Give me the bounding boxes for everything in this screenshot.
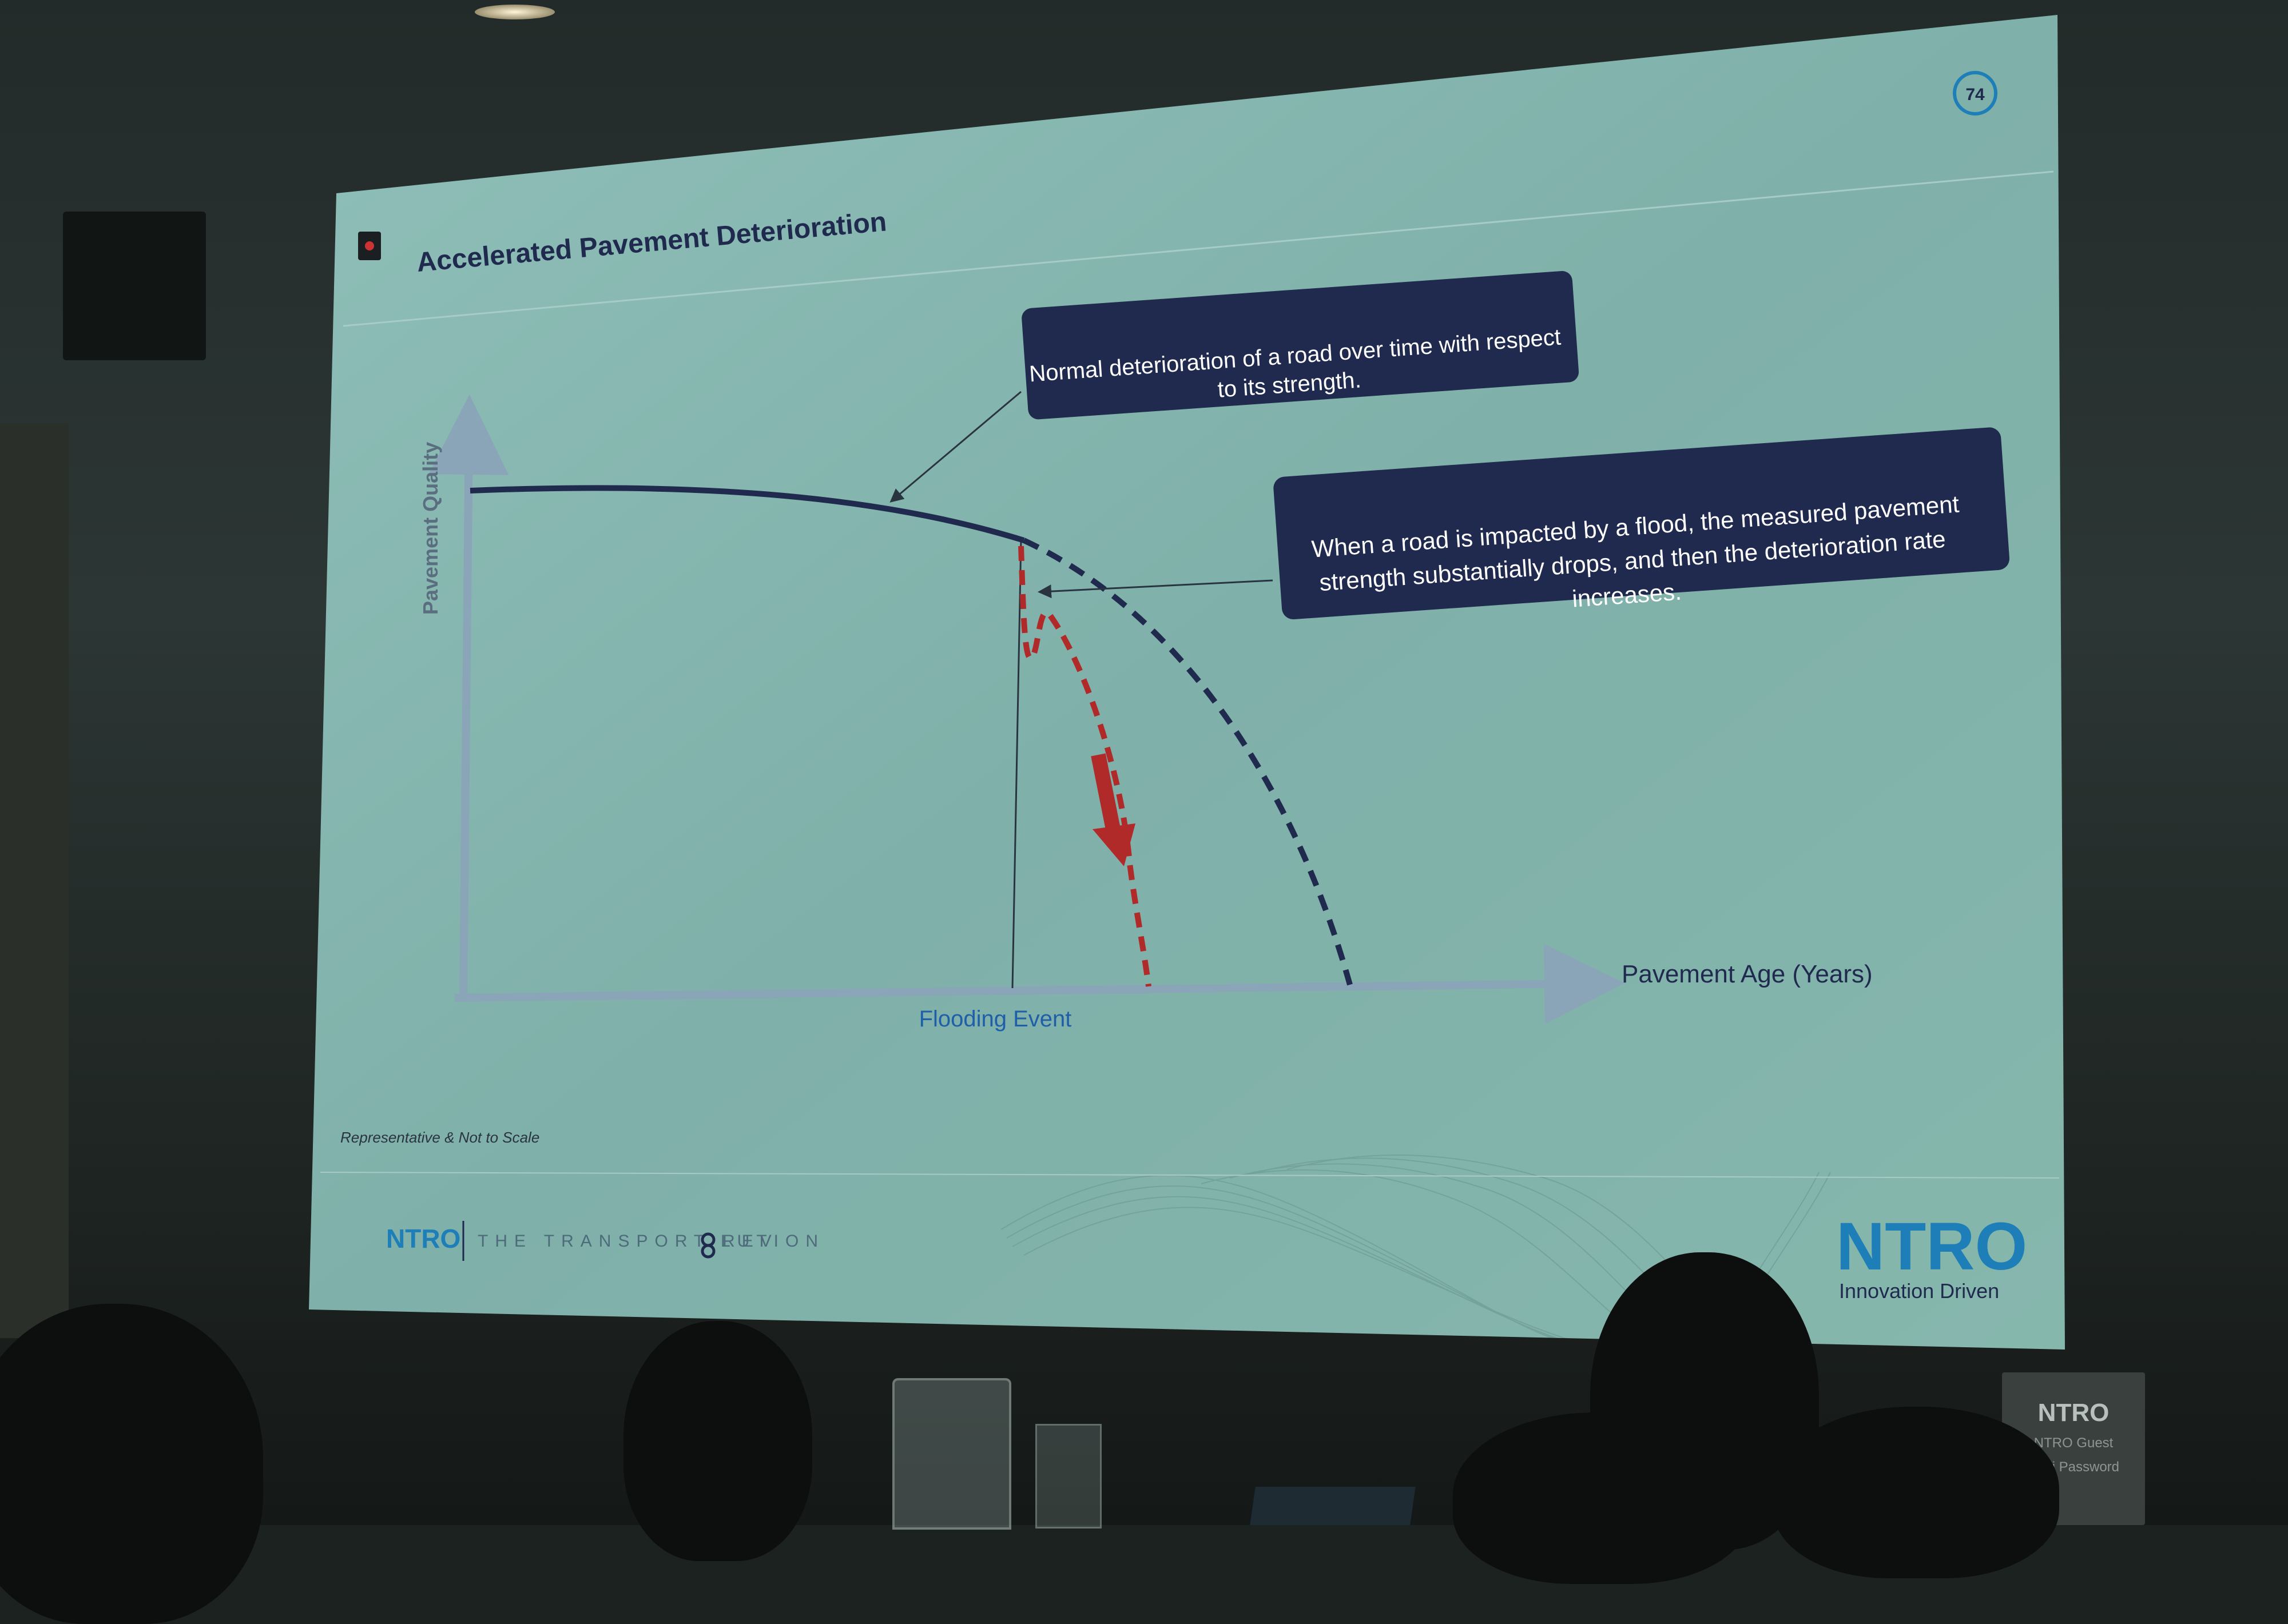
record-dot-icon [365, 241, 374, 250]
callout-flood-pointer [1038, 579, 1273, 599]
ceiling-light [475, 5, 555, 19]
normal-deterioration-curve [470, 485, 1025, 543]
wifi-card-brand: NTRO [2037, 1399, 2110, 1427]
page-number-badge [1953, 71, 1997, 116]
projection-screen: Accelerated Pavement Deterioration 74 No… [309, 15, 2065, 1350]
water-jug [892, 1378, 1011, 1530]
audience-shoulder [1773, 1407, 2059, 1578]
infinity-icon-lower [701, 1244, 716, 1259]
header-divider [343, 170, 2054, 327]
footer-tagline-start: THE TRANSPORT REV [478, 1232, 778, 1251]
flood-drop-arrow-shaft [1091, 753, 1123, 842]
y-axis-label: Pavement Quality [419, 442, 442, 615]
x-axis [454, 944, 1624, 1024]
water-glass [1035, 1424, 1102, 1529]
footer-brand: NTRO [386, 1224, 460, 1253]
wall-panel [0, 423, 69, 1338]
x-axis-label: Pavement Age (Years) [1622, 960, 1873, 988]
ntro-logo-tagline: Innovation Driven [1839, 1279, 1999, 1303]
callout-normal-pointer [889, 391, 1022, 503]
flood-drop-arrow-head [1093, 823, 1135, 866]
flooding-event-line [1011, 540, 1022, 989]
slide-background [309, 15, 2065, 1350]
footnote: Representative & Not to Scale [340, 1129, 539, 1146]
wall-speaker [63, 212, 206, 360]
audience-head [623, 1321, 812, 1561]
flood-deterioration-curve [1018, 546, 1151, 987]
audience-silhouettes [0, 1252, 2288, 1624]
wifi-card-line-1: NTRO Guest [2033, 1435, 2114, 1451]
callout-flood-impact [1273, 427, 2009, 620]
footer-divider [320, 1172, 2060, 1179]
flooding-event-label: Flooding Event [919, 1006, 1072, 1032]
y-axis [428, 395, 509, 998]
page-number: 74 [1965, 85, 1985, 104]
callout-normal-deterioration [1022, 270, 1579, 420]
audience-shoulder [1453, 1412, 1750, 1584]
normal-deterioration-curve-projection [1022, 538, 1353, 986]
ntro-logo: NTRO [1836, 1209, 2027, 1284]
footer-tagline-end: LUTION [721, 1232, 825, 1251]
audience-head [0, 1304, 263, 1624]
